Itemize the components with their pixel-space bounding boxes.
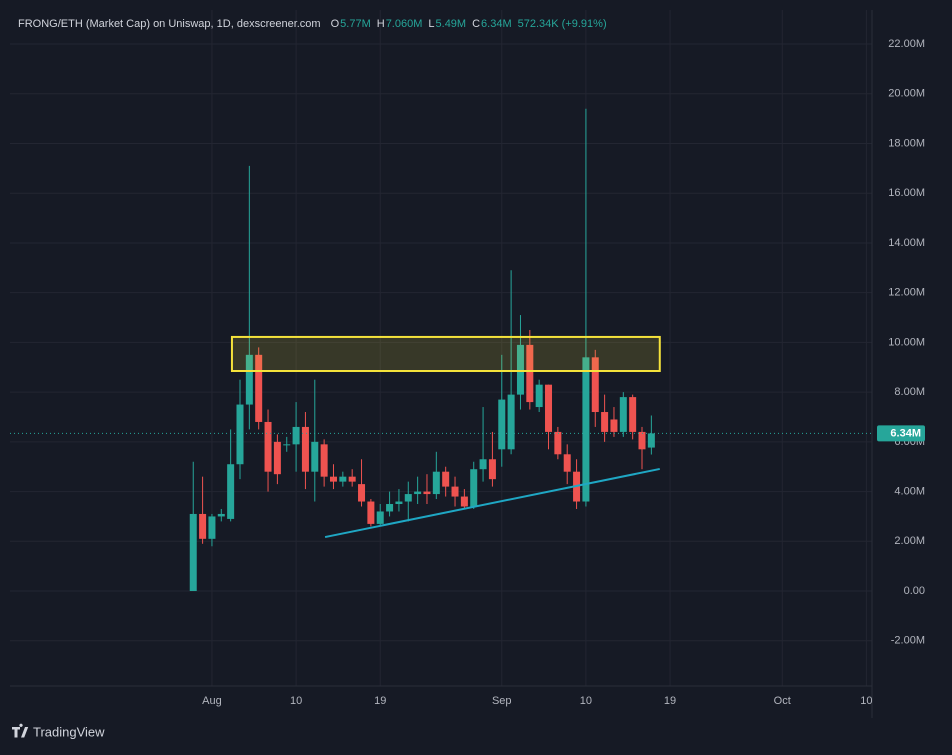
y-tick-label: 16.00M	[888, 187, 925, 199]
trendline	[324, 467, 660, 539]
candle-body	[638, 431, 646, 450]
x-tick-label: 19	[374, 695, 386, 707]
legend-value: 5.49M	[436, 18, 467, 30]
y-tick-label: 20.00M	[888, 88, 925, 100]
candle-body	[507, 394, 515, 450]
candle-body	[545, 384, 553, 432]
candle-body	[535, 384, 543, 408]
candle-body	[423, 491, 431, 495]
y-tick-label: 18.00M	[888, 137, 925, 149]
candle-body	[358, 484, 366, 502]
x-tick-label: 19	[664, 695, 676, 707]
candle-body	[629, 397, 637, 432]
candle-body	[208, 516, 216, 539]
candle-body	[442, 471, 450, 487]
candle-body	[339, 476, 347, 482]
candle-body	[245, 354, 253, 405]
zone-box	[230, 335, 661, 372]
y-tick-label: 8.00M	[894, 386, 925, 398]
candle-body	[647, 433, 655, 448]
candle-body	[404, 494, 412, 502]
x-tick-label: Aug	[202, 695, 222, 707]
x-tick-label: 10	[290, 695, 302, 707]
candle-body	[273, 441, 281, 475]
x-tick-label: 10	[580, 695, 592, 707]
candle-body	[227, 464, 235, 519]
candle-body	[376, 511, 384, 524]
legend-value: 5.77M	[340, 18, 371, 30]
y-tick-label: 2.00M	[894, 535, 925, 547]
brand: TradingView	[33, 724, 105, 739]
legend-key: C	[472, 18, 480, 30]
legend-key: O	[331, 18, 340, 30]
candle-body	[619, 397, 627, 432]
y-tick-label: 4.00M	[894, 485, 925, 497]
candle-body	[283, 444, 291, 446]
candle-body	[488, 459, 496, 480]
last-price-badge	[877, 425, 925, 442]
candle-body	[264, 421, 272, 472]
candle-body	[395, 501, 403, 505]
candle-body	[451, 486, 459, 497]
legend-change: 572.34K (+9.91%)	[518, 18, 607, 30]
legend-value: 6.34M	[481, 18, 512, 30]
candle-body	[236, 404, 244, 465]
candle-body	[479, 459, 487, 470]
x-tick-label: Sep	[492, 695, 512, 707]
candle-body	[470, 469, 478, 507]
candle-body	[582, 357, 590, 502]
brand-logo	[12, 723, 29, 738]
candle-body	[189, 513, 197, 592]
candle-body	[601, 412, 609, 432]
candle-body	[367, 501, 375, 524]
x-tick-label: 10	[860, 695, 872, 707]
candle-body	[516, 344, 524, 395]
y-tick-label: 22.00M	[888, 38, 925, 50]
candle-body	[414, 491, 422, 495]
candle-body	[591, 357, 599, 413]
candle-body	[526, 344, 534, 403]
y-tick-label: 0.00	[904, 585, 925, 597]
candle-body	[255, 354, 263, 422]
candle-body	[301, 426, 309, 472]
candle-body	[386, 504, 394, 512]
legend-value: 7.060M	[386, 18, 423, 30]
y-tick-label: 14.00M	[888, 237, 925, 249]
candle-body	[292, 426, 300, 445]
candle-body	[311, 441, 319, 472]
legend-key: L	[428, 18, 434, 30]
legend-key: H	[377, 18, 385, 30]
last-price-label: 6.34M	[890, 427, 921, 439]
y-tick-label: 12.00M	[888, 287, 925, 299]
candle-body	[348, 476, 356, 482]
candle-body	[199, 513, 207, 539]
candle-body	[563, 454, 571, 472]
y-tick-label: -2.00M	[891, 635, 925, 647]
candle-body	[217, 513, 225, 517]
chart-title: FRONG/ETH (Market Cap) on Uniswap, 1D, d…	[18, 18, 321, 30]
candle-body	[460, 496, 468, 507]
y-tick-label: 10.00M	[888, 336, 925, 348]
candle-body	[554, 431, 562, 455]
candle-body	[329, 476, 337, 482]
candle-body	[498, 399, 506, 450]
x-tick-label: Oct	[774, 695, 791, 707]
candle-body	[432, 471, 440, 495]
candle-body	[320, 444, 328, 477]
candle-body	[610, 419, 618, 432]
